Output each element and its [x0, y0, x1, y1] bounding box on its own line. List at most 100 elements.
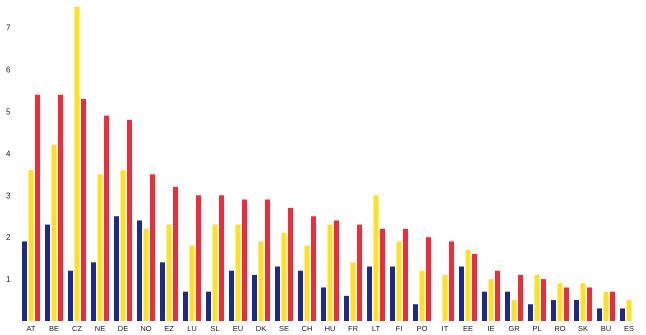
bar — [74, 6, 80, 321]
bar — [472, 253, 477, 321]
bar — [229, 270, 234, 321]
bar — [495, 270, 500, 321]
bar — [505, 291, 510, 321]
bar — [580, 283, 586, 321]
bar — [534, 274, 540, 321]
x-category-label: BE — [49, 324, 59, 333]
bar — [541, 279, 546, 321]
bar — [114, 216, 119, 321]
x-category-label: NO — [140, 324, 151, 333]
bar — [327, 224, 333, 321]
bar — [265, 199, 270, 321]
bar — [396, 241, 402, 321]
bar — [68, 270, 73, 321]
x-category-label: RO — [554, 324, 565, 333]
y-tick-label: 4 — [6, 149, 11, 158]
bar — [321, 287, 326, 321]
y-tick-label: 2 — [6, 233, 11, 242]
x-category-label: PL — [532, 324, 541, 333]
bar — [413, 304, 418, 321]
bar — [373, 195, 379, 321]
x-category-label: EZ — [164, 324, 174, 333]
bar — [587, 287, 592, 321]
bar — [189, 245, 195, 321]
bar — [137, 220, 142, 321]
bar — [104, 115, 109, 321]
bar — [275, 266, 280, 321]
x-category-label: SE — [279, 324, 289, 333]
bar — [127, 119, 132, 321]
bar — [212, 224, 218, 321]
x-category-label: DK — [256, 324, 266, 333]
bar — [219, 195, 224, 321]
x-category-label: CH — [302, 324, 313, 333]
bar — [173, 186, 178, 321]
bar — [120, 170, 126, 321]
x-category-label: PO — [417, 324, 428, 333]
bar — [357, 224, 362, 321]
bar — [350, 262, 356, 321]
bar — [22, 241, 27, 321]
bar — [419, 270, 425, 321]
bar — [252, 274, 257, 321]
bar — [390, 266, 395, 321]
bar — [160, 262, 165, 321]
x-category-label: BU — [601, 324, 611, 333]
bar — [459, 266, 464, 321]
bar — [258, 241, 264, 321]
bar — [166, 224, 172, 321]
bar — [242, 199, 247, 321]
x-category-label: EU — [233, 324, 243, 333]
bar — [449, 241, 454, 321]
bar — [603, 291, 609, 321]
bar — [482, 291, 487, 321]
bar — [626, 300, 632, 321]
bar — [58, 94, 63, 322]
bar — [235, 224, 241, 321]
x-category-label: GR — [508, 324, 520, 333]
x-category-label: CZ — [72, 324, 82, 333]
y-axis-ticks: 1 2 3 4 5 6 7 — [6, 24, 11, 284]
bar — [442, 274, 448, 321]
bar — [518, 274, 523, 321]
bar — [51, 145, 57, 321]
bar — [511, 300, 517, 321]
x-category-label: LU — [187, 324, 197, 333]
bar — [35, 94, 40, 322]
bar — [557, 283, 563, 321]
bar — [288, 207, 293, 321]
x-category-label: AT — [26, 324, 35, 333]
y-tick-label: 7 — [6, 24, 11, 33]
x-category-label: FI — [396, 324, 403, 333]
bar — [28, 170, 34, 321]
bar — [298, 270, 303, 321]
bar — [81, 98, 86, 322]
y-tick-label: 5 — [6, 108, 11, 117]
x-category-label: IE — [487, 324, 494, 333]
bar — [183, 291, 188, 321]
bar — [196, 195, 201, 321]
bar — [528, 304, 533, 321]
y-tick-label: 6 — [6, 66, 11, 75]
x-category-label: ES — [624, 324, 634, 333]
bar — [91, 262, 96, 321]
bar — [150, 174, 155, 321]
bar — [551, 300, 556, 321]
bar — [311, 216, 316, 321]
x-category-label: NE — [95, 324, 105, 333]
x-category-label: HU — [325, 324, 336, 333]
bar — [426, 237, 431, 321]
bar — [574, 300, 579, 321]
bar — [564, 287, 569, 321]
x-category-label: SK — [578, 324, 588, 333]
bar — [281, 233, 287, 321]
x-category-label: IT — [442, 324, 449, 333]
bar — [367, 266, 372, 321]
x-axis-labels: AT BE CZ NE DE NO EZ LU SL EU DK SE CH HU FR LT FI PO IT EE… — [26, 324, 634, 333]
bar — [334, 220, 339, 321]
bars — [22, 6, 632, 322]
y-tick-label: 1 — [6, 275, 11, 284]
x-category-label: EE — [463, 324, 473, 333]
bar — [143, 228, 149, 321]
